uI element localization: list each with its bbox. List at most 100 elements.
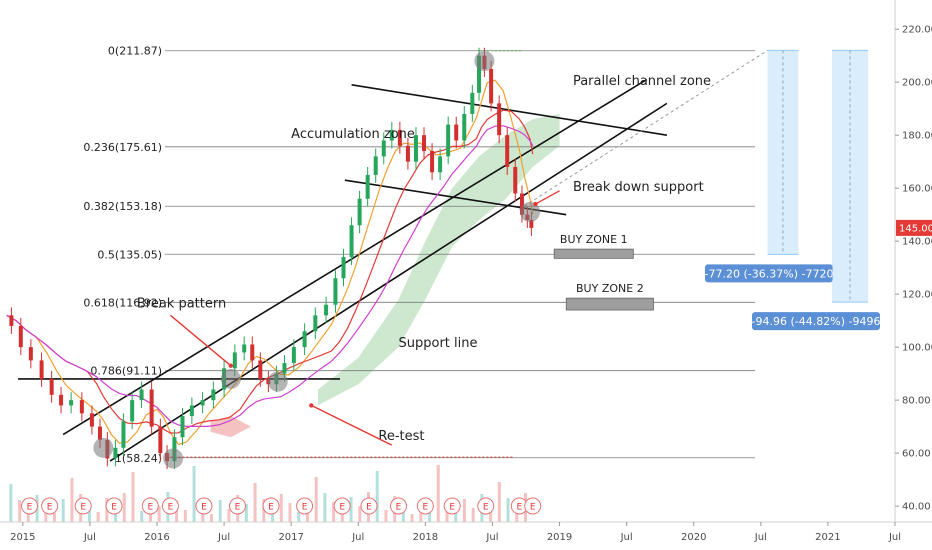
- volume-bar: [297, 512, 301, 522]
- candle-body: [250, 344, 255, 361]
- candle-body: [302, 331, 307, 348]
- ichimoku-cloud: [318, 113, 560, 406]
- earnings-event-marker: [524, 497, 542, 515]
- earnings-event-label: E: [366, 503, 372, 513]
- earnings-event-marker: [477, 497, 495, 515]
- fib-label: 0.618(116.92): [83, 296, 162, 309]
- candle-body: [357, 198, 362, 226]
- red-arrow: [169, 314, 232, 367]
- earnings-event-label: E: [111, 503, 117, 513]
- red-arrow: [535, 190, 560, 205]
- candle-body: [497, 103, 502, 136]
- volume-bar: [87, 503, 91, 522]
- earnings-event-marker: [141, 497, 159, 515]
- volume-bar: [332, 502, 336, 522]
- x-tick-label: 2020: [681, 532, 706, 543]
- earnings-event-marker: [195, 497, 213, 515]
- earnings-event-marker: [390, 497, 408, 515]
- volume-bar: [183, 510, 187, 522]
- x-tick-label: Jul: [485, 532, 498, 543]
- pivot-circle: [93, 437, 114, 458]
- fib-label: 1(58.24): [115, 452, 162, 465]
- x-tick-label: 2015: [10, 532, 35, 543]
- measure-readout: -94.96 (-44.82%) -9496: [752, 315, 881, 328]
- volume-bar: [515, 507, 519, 522]
- x-tick-label: 2016: [144, 532, 169, 543]
- candle-body: [389, 129, 394, 141]
- red-arrow-head: [533, 201, 538, 207]
- candle-body: [438, 156, 443, 173]
- candle-body: [529, 219, 534, 228]
- moving-average-slow: [6, 125, 534, 427]
- candle-body: [324, 304, 329, 316]
- candle-body: [505, 135, 510, 167]
- volume-bar: [384, 510, 388, 522]
- candle-body: [405, 145, 410, 162]
- x-tick-label: Jul: [217, 532, 230, 543]
- candle-body: [49, 378, 54, 395]
- volume-bar: [497, 482, 501, 522]
- candle-body: [211, 389, 216, 401]
- volume-bar: [70, 478, 74, 522]
- fib-label: 0.786(91.11): [90, 365, 162, 378]
- buy-zone-box: [553, 248, 634, 259]
- candle-body: [121, 421, 126, 448]
- earnings-event-label: E: [201, 503, 207, 513]
- moving-average-mid: [6, 109, 534, 434]
- pivot-circle: [520, 202, 541, 223]
- earnings-event-marker: [105, 497, 123, 515]
- earnings-event-marker: [296, 497, 314, 515]
- y-tick-label: 160.00: [902, 184, 932, 195]
- fib-label: 0.236(175.61): [83, 141, 162, 154]
- x-tick-label: Jul: [620, 532, 633, 543]
- buy-zone-label: BUY ZONE 1: [560, 233, 628, 246]
- earnings-event-marker: [161, 497, 179, 515]
- candle-body: [232, 352, 237, 369]
- candle-body: [349, 225, 354, 258]
- volume-bar: [410, 514, 414, 522]
- candle-body: [454, 124, 459, 141]
- volume-bar: [262, 499, 266, 522]
- earnings-event-marker: [262, 497, 280, 515]
- volume-bar: [349, 497, 353, 522]
- earnings-event-marker: [360, 497, 378, 515]
- pivot-circle: [163, 448, 184, 469]
- earnings-event-marker: [416, 497, 434, 515]
- candle-body: [341, 257, 346, 279]
- candle-body: [180, 416, 185, 438]
- candle-body: [446, 124, 451, 157]
- x-tick-label: Jul: [83, 532, 96, 543]
- volume-bar: [61, 499, 65, 522]
- candle-body: [397, 129, 402, 146]
- volume-bar: [436, 465, 440, 522]
- last-price-label: 145.00: [899, 223, 932, 234]
- y-tick-label: 100.00: [902, 343, 932, 354]
- volume-bar: [53, 513, 57, 522]
- volume-bar: [323, 493, 327, 522]
- measure-readout-box: [752, 312, 880, 331]
- earnings-event-marker: [229, 497, 247, 515]
- x-tick-label: 2018: [413, 532, 438, 543]
- x-tick-label: 2021: [815, 532, 840, 543]
- volume-bar: [428, 509, 432, 522]
- earnings-event-marker: [333, 497, 351, 515]
- volume-bar: [227, 509, 231, 522]
- volume-bar: [114, 507, 118, 522]
- buy-zone-label: BUY ZONE 2: [576, 282, 644, 295]
- volume-bar: [140, 511, 144, 522]
- annotation-text: Parallel channel zone: [573, 74, 711, 89]
- measure-box: [831, 50, 869, 303]
- volume-bar: [96, 512, 100, 522]
- projection-line: [519, 49, 768, 210]
- y-tick-label: 120.00: [902, 290, 932, 301]
- candle-body: [333, 278, 338, 305]
- earnings-event-label: E: [47, 503, 53, 513]
- earnings-event-label: E: [483, 503, 489, 513]
- candle-body: [242, 344, 247, 353]
- candle-body: [282, 363, 287, 374]
- volume-bar: [462, 499, 466, 522]
- red-arrow-head: [309, 403, 314, 408]
- volume-bar: [445, 504, 449, 522]
- y-tick-label: 60.00: [902, 449, 931, 460]
- candle-body: [470, 92, 475, 114]
